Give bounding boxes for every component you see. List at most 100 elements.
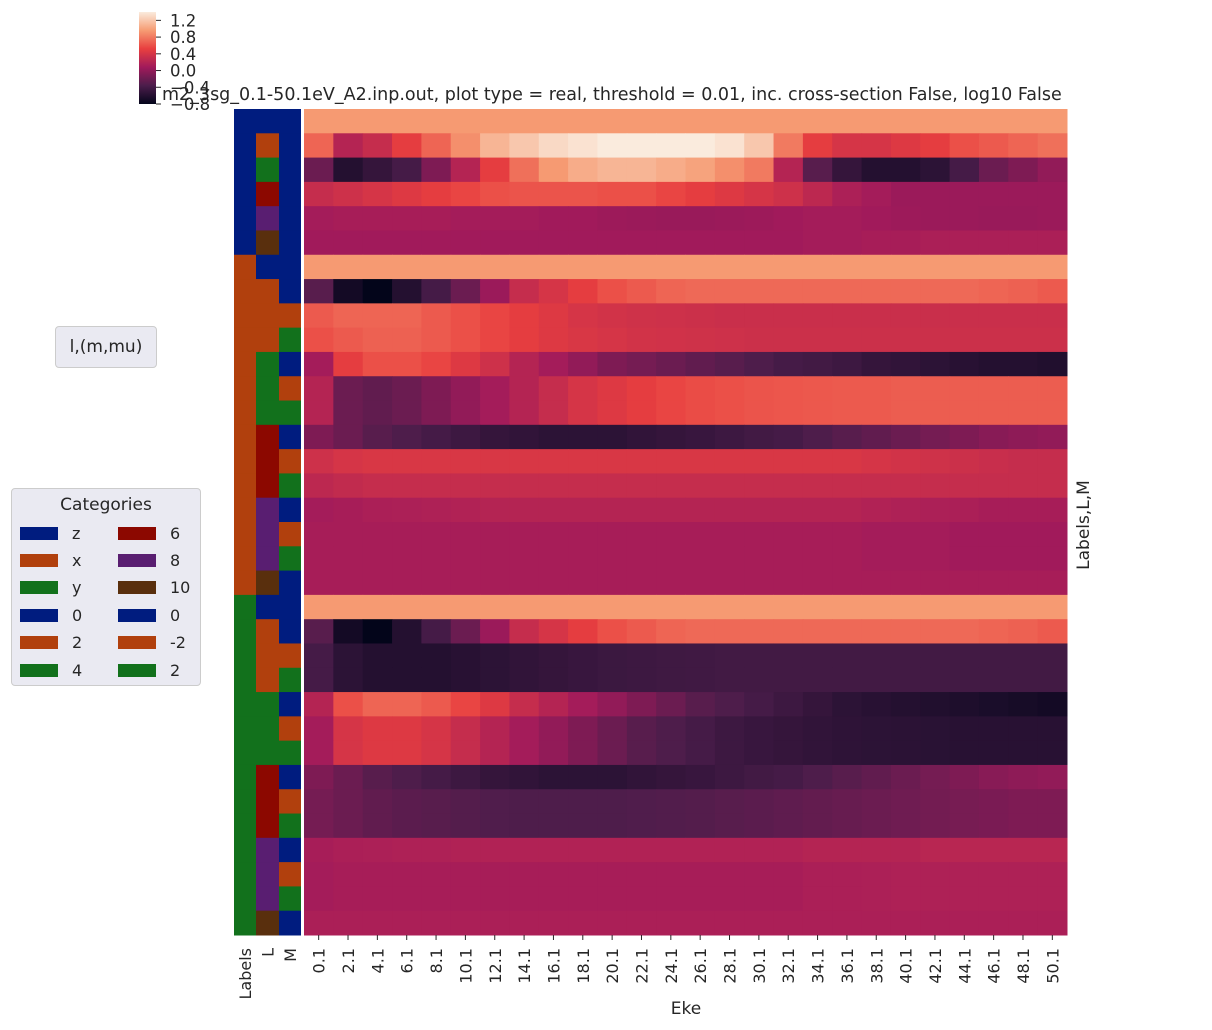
heatmap-cell xyxy=(421,789,452,815)
heatmap-cell xyxy=(802,449,833,474)
heatmap-cell xyxy=(392,473,422,499)
heatmap-cell xyxy=(626,351,657,377)
heatmap-cell xyxy=(861,133,892,159)
heatmap-cell xyxy=(773,862,804,887)
heatmap-cell xyxy=(568,667,598,693)
heatmap-cell xyxy=(1037,594,1068,620)
heatmap-cell xyxy=(421,837,452,863)
heatmap-cell xyxy=(949,837,980,863)
heatmap-cell xyxy=(773,157,804,183)
heatmap-cell xyxy=(744,594,775,620)
lm-legend-label: l,(m,mu) xyxy=(69,337,143,357)
heatmap-cell xyxy=(333,157,364,183)
heatmap-cell xyxy=(949,181,980,207)
colorbar-tick-label: 0.4 xyxy=(170,45,196,64)
heatmap-cell xyxy=(920,570,951,596)
heatmap-cell xyxy=(568,910,598,936)
heatmap-cell xyxy=(568,473,598,499)
heatmap-cell xyxy=(861,692,892,717)
x-tick-label: 28.1 xyxy=(721,948,740,984)
heatmap-cell xyxy=(304,764,334,790)
x-axis-label: Eke xyxy=(671,999,701,1019)
heatmap-cell xyxy=(714,181,745,207)
row-color-labels-2 xyxy=(234,157,256,183)
heatmap-cell xyxy=(890,522,921,547)
heatmap-cell xyxy=(861,376,892,402)
heatmap-cell xyxy=(978,230,1009,256)
row-color-m-16 xyxy=(279,497,301,523)
heatmap-cell xyxy=(626,133,657,159)
heatmap-cell xyxy=(1037,133,1068,159)
heatmap-cell xyxy=(392,910,422,936)
heatmap-cell xyxy=(773,692,804,717)
heatmap-cell xyxy=(421,570,452,596)
heatmap-cell xyxy=(304,837,334,863)
heatmap-cell xyxy=(597,570,628,596)
heatmap-cell xyxy=(1037,327,1068,353)
category-legend-swatch xyxy=(20,526,58,540)
heatmap-cell xyxy=(568,546,598,572)
heatmap-cell xyxy=(304,740,334,766)
heatmap-cell xyxy=(362,497,393,523)
heatmap-cell xyxy=(714,497,745,523)
heatmap-cell xyxy=(626,424,657,450)
row-color-l-19 xyxy=(256,570,279,596)
row-color-m-5 xyxy=(279,230,301,256)
heatmap-cell xyxy=(744,376,775,402)
heatmap-cell xyxy=(333,643,364,669)
heatmap-cell xyxy=(597,813,628,839)
heatmap-cell xyxy=(626,522,657,547)
heatmap-cell xyxy=(1008,570,1039,596)
heatmap-cell xyxy=(744,522,775,547)
heatmap-cell xyxy=(920,230,951,256)
row-color-m-14 xyxy=(279,449,301,474)
heatmap-cell xyxy=(538,497,569,523)
row-color-m-4 xyxy=(279,206,301,231)
heatmap-cell xyxy=(333,400,364,426)
heatmap-cell xyxy=(626,619,657,644)
heatmap-cell xyxy=(421,886,452,912)
heatmap-cell xyxy=(626,813,657,839)
heatmap-cell xyxy=(333,254,364,280)
heatmap-cell xyxy=(656,473,686,499)
row-color-m-2 xyxy=(279,157,301,183)
heatmap-cell xyxy=(362,546,393,572)
heatmap-cell xyxy=(450,424,481,450)
heatmap-cell xyxy=(597,449,628,474)
heatmap-cell xyxy=(861,837,892,863)
heatmap-cell xyxy=(626,181,657,207)
heatmap-cell xyxy=(509,376,540,402)
heatmap-cell xyxy=(509,449,540,474)
heatmap-cell xyxy=(480,740,510,766)
heatmap-cell xyxy=(744,400,775,426)
heatmap-cell xyxy=(832,254,863,280)
heatmap-cell xyxy=(861,740,892,766)
heatmap-cell xyxy=(304,594,334,620)
heatmap-cell xyxy=(538,279,569,304)
heatmap-cell xyxy=(626,886,657,912)
heatmap-cell xyxy=(714,522,745,547)
heatmap-cell xyxy=(626,862,657,887)
heatmap-cell xyxy=(714,813,745,839)
row-color-labels-23 xyxy=(234,667,256,693)
heatmap-cell xyxy=(1037,303,1068,329)
heatmap-cell xyxy=(597,497,628,523)
heatmap-cell xyxy=(509,206,540,231)
heatmap-cell xyxy=(509,230,540,256)
heatmap-cell xyxy=(421,692,452,717)
heatmap-cell xyxy=(421,667,452,693)
row-color-l-29 xyxy=(256,813,279,839)
row-color-labels-20 xyxy=(234,594,256,620)
heatmap-cell xyxy=(1037,449,1068,474)
heatmap-cell xyxy=(568,862,598,887)
heatmap-cell xyxy=(861,862,892,887)
heatmap-cell xyxy=(714,230,745,256)
row-color-labels-17 xyxy=(234,522,256,547)
heatmap-cell xyxy=(1008,181,1039,207)
heatmap-cell xyxy=(362,862,393,887)
heatmap-cell xyxy=(421,400,452,426)
heatmap-cell xyxy=(832,740,863,766)
heatmap-cell xyxy=(626,376,657,402)
row-color-l-14 xyxy=(256,449,279,474)
heatmap-cell xyxy=(890,837,921,863)
